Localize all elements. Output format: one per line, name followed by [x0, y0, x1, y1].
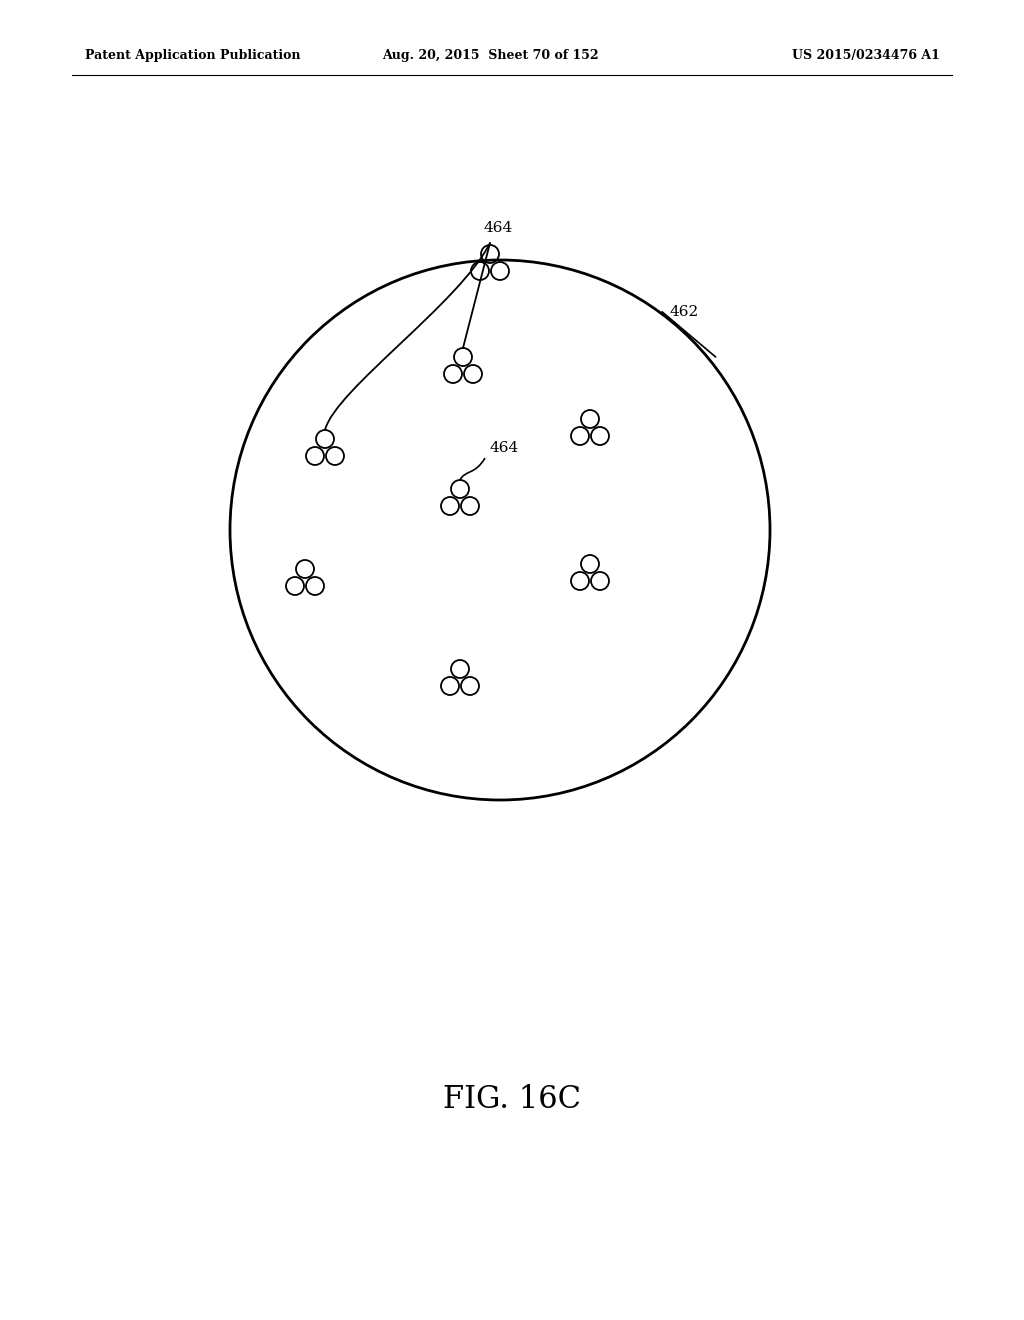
Text: Aug. 20, 2015  Sheet 70 of 152: Aug. 20, 2015 Sheet 70 of 152 [382, 49, 598, 62]
Text: US 2015/0234476 A1: US 2015/0234476 A1 [793, 49, 940, 62]
Text: FIG. 16C: FIG. 16C [443, 1085, 581, 1115]
Text: Patent Application Publication: Patent Application Publication [85, 49, 300, 62]
Text: 462: 462 [670, 305, 699, 319]
Text: 464: 464 [490, 441, 519, 455]
Text: 464: 464 [483, 220, 513, 235]
